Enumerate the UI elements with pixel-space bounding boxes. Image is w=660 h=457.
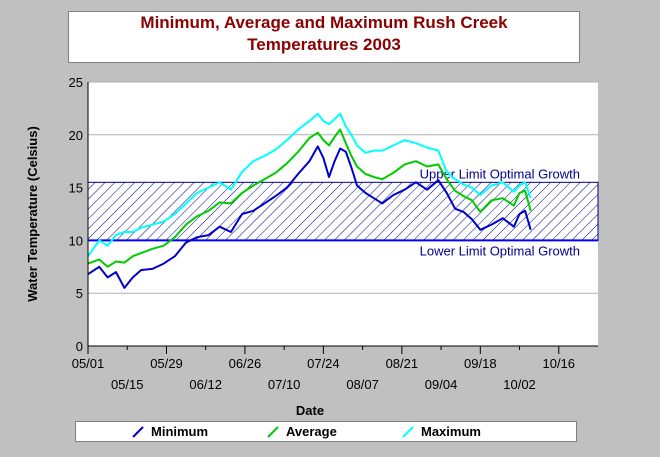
x-tick-label: 05/29 — [150, 356, 183, 371]
x-tick-label: 07/24 — [307, 356, 340, 371]
legend: Minimum Average Maximum — [75, 421, 577, 442]
x-tick-label: 09/18 — [464, 356, 497, 371]
legend-swatch-average — [267, 426, 279, 438]
chart-title: Minimum, Average and Maximum Rush Creek — [140, 13, 508, 32]
y-tick-label: 10 — [69, 233, 83, 248]
x-tick-label: 07/10 — [268, 377, 301, 392]
legend-swatch-maximum — [402, 426, 414, 438]
x-tick-label: 10/02 — [503, 377, 536, 392]
legend-label-average: Average — [286, 424, 337, 439]
chart-title-box: Minimum, Average and Maximum Rush Creek … — [68, 11, 580, 63]
legend-label-maximum: Maximum — [421, 424, 481, 439]
x-axis-label: Date — [296, 403, 324, 418]
upper-limit-label: Upper Limit Optimal Growth — [420, 166, 580, 181]
x-tick-label: 06/26 — [229, 356, 262, 371]
x-tick-label: 08/21 — [386, 356, 419, 371]
y-axis-label: Water Temperature (Celsius) — [25, 126, 40, 302]
chart-subtitle: Temperatures 2003 — [247, 35, 401, 54]
legend-label-minimum: Minimum — [151, 424, 209, 439]
x-tick-label: 05/01 — [72, 356, 105, 371]
x-tick-label: 09/04 — [425, 377, 458, 392]
x-tick-label: 06/12 — [189, 377, 222, 392]
y-tick-label: 0 — [76, 339, 83, 354]
y-tick-label: 15 — [69, 181, 83, 196]
series-line-maximum — [87, 112, 532, 257]
y-tick-label: 20 — [69, 128, 83, 143]
optimal-band — [87, 181, 599, 241]
x-tick-label: 10/16 — [542, 356, 575, 371]
y-tick-label: 25 — [69, 75, 83, 90]
x-tick-label: 08/07 — [346, 377, 379, 392]
x-tick-label: 05/15 — [111, 377, 144, 392]
y-tick-label: 5 — [76, 286, 83, 301]
series-line-minimum — [87, 145, 532, 289]
series-line-average — [87, 128, 532, 268]
legend-swatch-minimum — [132, 426, 144, 438]
lower-limit-label: Lower Limit Optimal Growth — [420, 243, 580, 258]
